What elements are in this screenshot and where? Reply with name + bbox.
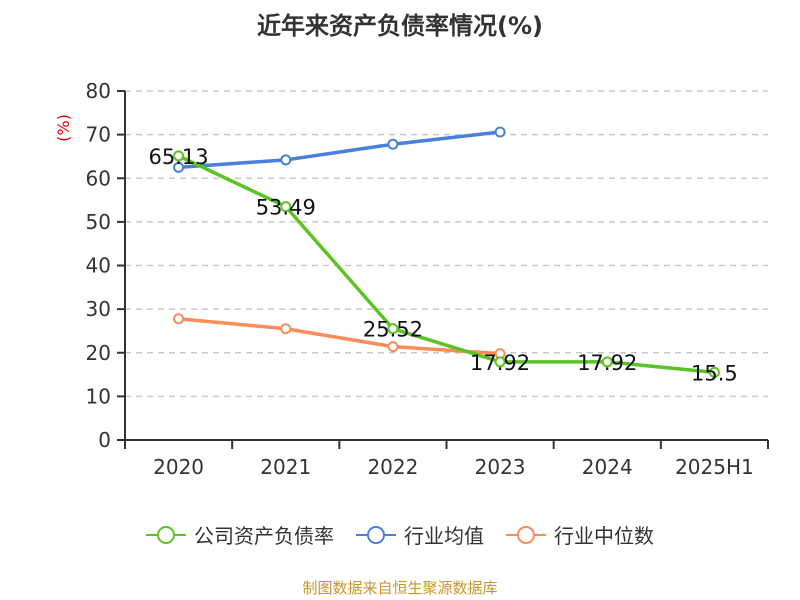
data-label: 65.13: [149, 145, 209, 169]
data-point: [387, 323, 399, 335]
legend-label: 公司资产负债率: [194, 524, 334, 548]
data-point: [173, 161, 185, 173]
data-label: 17.92: [577, 351, 637, 375]
legend-item-company[interactable]: 公司资产负债率: [146, 520, 334, 549]
data-point: [387, 341, 399, 353]
x-tick-label: 2021: [260, 455, 311, 479]
legend-line-circle-icon: [356, 525, 396, 544]
legend-line-circle-icon: [506, 525, 546, 544]
y-tick-label: 80: [86, 79, 111, 103]
data-point: [280, 201, 292, 213]
y-tick-label: 30: [86, 297, 111, 321]
legend-item-industry-average[interactable]: 行业均值: [356, 520, 484, 549]
y-axis-unit: (%): [54, 114, 73, 142]
series-line: [177, 154, 715, 375]
data-source-note: 制图数据来自恒生聚源数据库: [302, 579, 498, 597]
x-tick-label: 2020: [153, 455, 204, 479]
legend-item-industry-median[interactable]: 行业中位数: [506, 520, 654, 549]
y-tick-label: 50: [86, 210, 111, 234]
data-point: [173, 150, 185, 162]
y-tick-label: 60: [86, 166, 111, 190]
y-tick-label: 0: [98, 428, 111, 452]
data-point: [280, 154, 292, 166]
x-tick-label: 2025H1: [675, 455, 754, 479]
data-label: 15.5: [691, 361, 738, 385]
x-tick-label: 2023: [475, 455, 526, 479]
data-point: [494, 356, 506, 368]
data-label: 17.92: [470, 351, 530, 375]
legend: 公司资产负债率 行业均值 行业中位数: [0, 520, 800, 549]
legend-line-circle-icon: [146, 525, 186, 544]
data-point: [601, 356, 613, 368]
data-point: [387, 138, 399, 150]
y-tick-label: 40: [86, 254, 111, 278]
legend-label: 行业均值: [404, 524, 484, 548]
y-tick-label: 10: [86, 384, 111, 408]
series-line: [178, 130, 501, 170]
legend-label: 行业中位数: [554, 524, 654, 548]
y-tick-label: 70: [86, 123, 111, 147]
data-label: 53.49: [256, 196, 316, 220]
x-tick-label: 2024: [582, 455, 633, 479]
data-point: [173, 313, 185, 325]
y-tick-label: 20: [86, 341, 111, 365]
data-point: [280, 323, 292, 335]
chart-title: 近年来资产负债率情况(%): [257, 12, 543, 40]
data-point: [494, 126, 506, 138]
series-line: [178, 316, 501, 356]
x-tick-label: 2022: [367, 455, 418, 479]
data-point: [708, 366, 720, 378]
data-label: 25.52: [363, 318, 423, 342]
